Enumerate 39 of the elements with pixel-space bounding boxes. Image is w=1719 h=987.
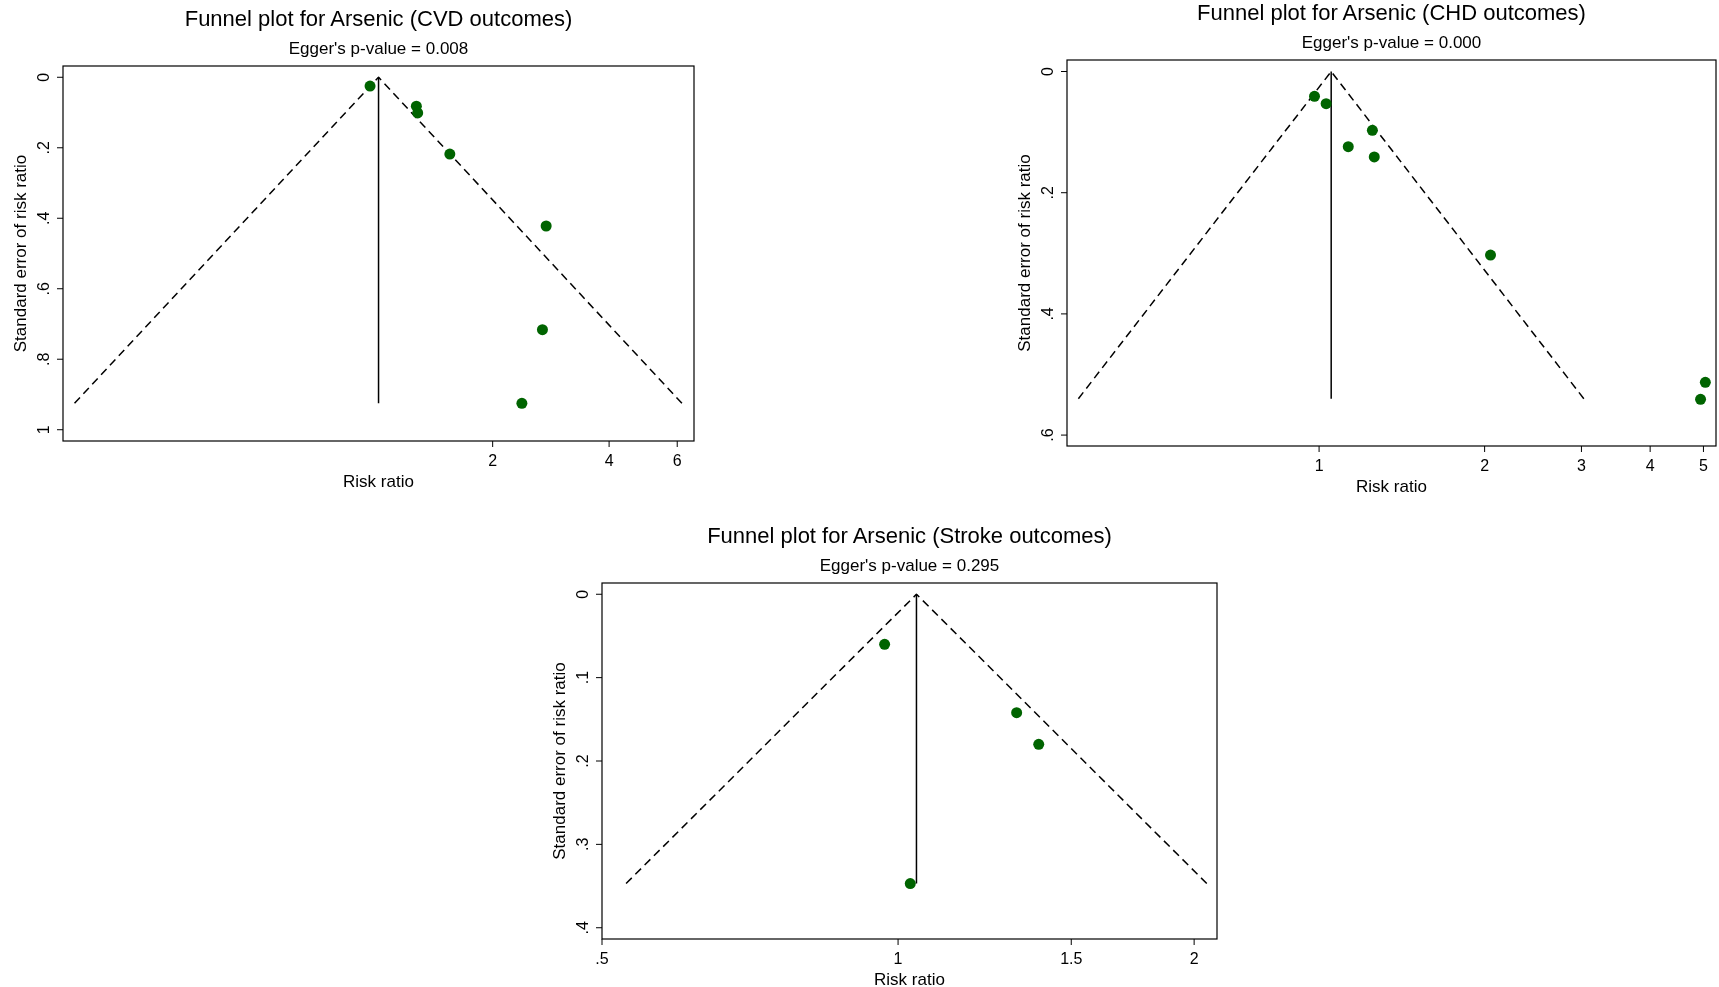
y-tick-label: .2 [1039, 185, 1056, 200]
x-tick-label: 1 [893, 950, 903, 967]
y-tick-label: .4 [1039, 307, 1056, 321]
y-tick-label: 0 [1039, 66, 1056, 76]
y-tick-label: 0 [574, 589, 591, 599]
x-tick-label: 2 [1480, 457, 1490, 474]
x-tick-label: 2 [1189, 950, 1199, 967]
x-tick-label: 2 [488, 452, 498, 469]
y-axis-title: Standard error of risk ratio [550, 662, 569, 860]
y-tick-label: .4 [35, 211, 52, 225]
chart-subtitle: Egger's p-value = 0.008 [288, 39, 469, 58]
x-tick-label: 3 [1576, 457, 1586, 474]
y-tick-label: .4 [574, 920, 591, 935]
x-tick-label: 4 [1645, 457, 1655, 474]
chart-title: Funnel plot for Arsenic (CVD outcomes) [184, 6, 573, 31]
x-tick-label: 6 [672, 452, 682, 469]
y-tick-label: .6 [35, 281, 52, 296]
y-axis-title: Standard error of risk ratio [11, 154, 30, 353]
chart-title: Funnel plot for Arsenic (Stroke outcomes) [707, 523, 1112, 548]
y-tick-label: .1 [574, 670, 591, 685]
x-tick-label: 4 [604, 452, 614, 469]
y-tick-label: .2 [35, 140, 52, 155]
y-tick-label: .3 [574, 837, 591, 852]
x-tick-label: 1 [1314, 457, 1324, 474]
x-tick-label: 5 [1698, 457, 1708, 474]
x-tick-label: 1.5 [1060, 950, 1083, 967]
y-tick-label: .8 [35, 352, 52, 366]
y-tick-label: 0 [35, 72, 52, 82]
x-tick-label: .5 [595, 950, 609, 967]
chart-subtitle: Egger's p-value = 0.295 [819, 556, 1000, 575]
y-tick-label: 1 [35, 425, 52, 435]
x-axis-title: Risk ratio [343, 472, 414, 491]
x-axis-title: Risk ratio [874, 970, 945, 987]
x-axis-title: Risk ratio [1356, 477, 1427, 496]
y-tick-label: .2 [574, 754, 591, 768]
chart-subtitle: Egger's p-value = 0.000 [1301, 33, 1482, 52]
y-tick-label: .6 [1039, 428, 1056, 442]
chart-title: Funnel plot for Arsenic (CHD outcomes) [1197, 0, 1586, 25]
y-axis-title: Standard error of risk ratio [1015, 154, 1034, 352]
